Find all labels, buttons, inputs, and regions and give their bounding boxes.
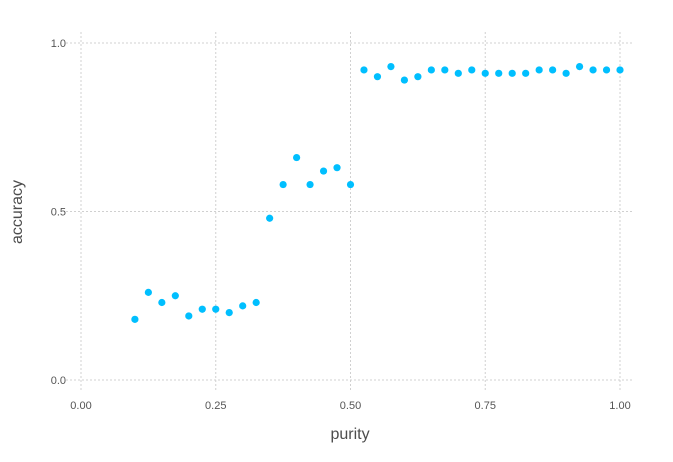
data-point — [198, 305, 206, 313]
data-point — [427, 66, 435, 74]
data-point — [616, 66, 624, 74]
data-point — [319, 167, 328, 175]
x-tick-label: 1.00 — [609, 400, 630, 412]
data-point — [293, 153, 301, 162]
data-point — [387, 62, 395, 71]
data-point — [185, 312, 193, 320]
data-points — [131, 62, 624, 323]
y-tick-label: 0.0 — [51, 375, 66, 387]
data-point — [468, 66, 476, 74]
data-point — [481, 69, 489, 77]
data-point — [131, 315, 139, 323]
y-tick-label: 0.5 — [51, 207, 66, 219]
data-point — [602, 66, 611, 74]
data-point — [360, 66, 368, 74]
y-axis-label: accuracy — [9, 180, 26, 244]
data-point — [225, 309, 233, 317]
data-point — [373, 73, 382, 81]
x-tick-label: 0.75 — [475, 400, 496, 412]
data-point — [306, 180, 314, 189]
data-point — [562, 69, 570, 77]
data-point — [333, 164, 341, 172]
data-point — [454, 69, 462, 77]
data-point — [239, 302, 247, 310]
data-point — [508, 69, 516, 77]
data-point — [400, 76, 408, 84]
x-axis-label: purity — [330, 426, 369, 443]
data-point — [535, 66, 543, 74]
x-tick-label: 0.00 — [70, 400, 91, 412]
data-point — [252, 298, 260, 307]
y-tick-label: 1.0 — [51, 38, 66, 50]
data-point — [575, 62, 584, 71]
data-point — [212, 305, 220, 313]
data-point — [441, 66, 449, 74]
data-point — [158, 298, 166, 307]
data-point — [414, 73, 422, 81]
grid-lines — [66, 32, 634, 392]
x-tick-label: 0.50 — [340, 400, 361, 412]
data-point — [279, 180, 287, 189]
data-point — [171, 292, 179, 300]
data-point — [549, 66, 557, 74]
data-point — [495, 69, 503, 77]
data-point — [346, 180, 355, 189]
tick-labels: 0.00 0.25 0.50 0.75 1.00 0.0 0.5 1.0 — [51, 38, 631, 412]
data-point — [266, 214, 274, 222]
data-point — [144, 288, 152, 296]
x-tick-label: 0.25 — [205, 400, 226, 412]
data-point — [522, 69, 530, 77]
data-point — [589, 66, 597, 74]
